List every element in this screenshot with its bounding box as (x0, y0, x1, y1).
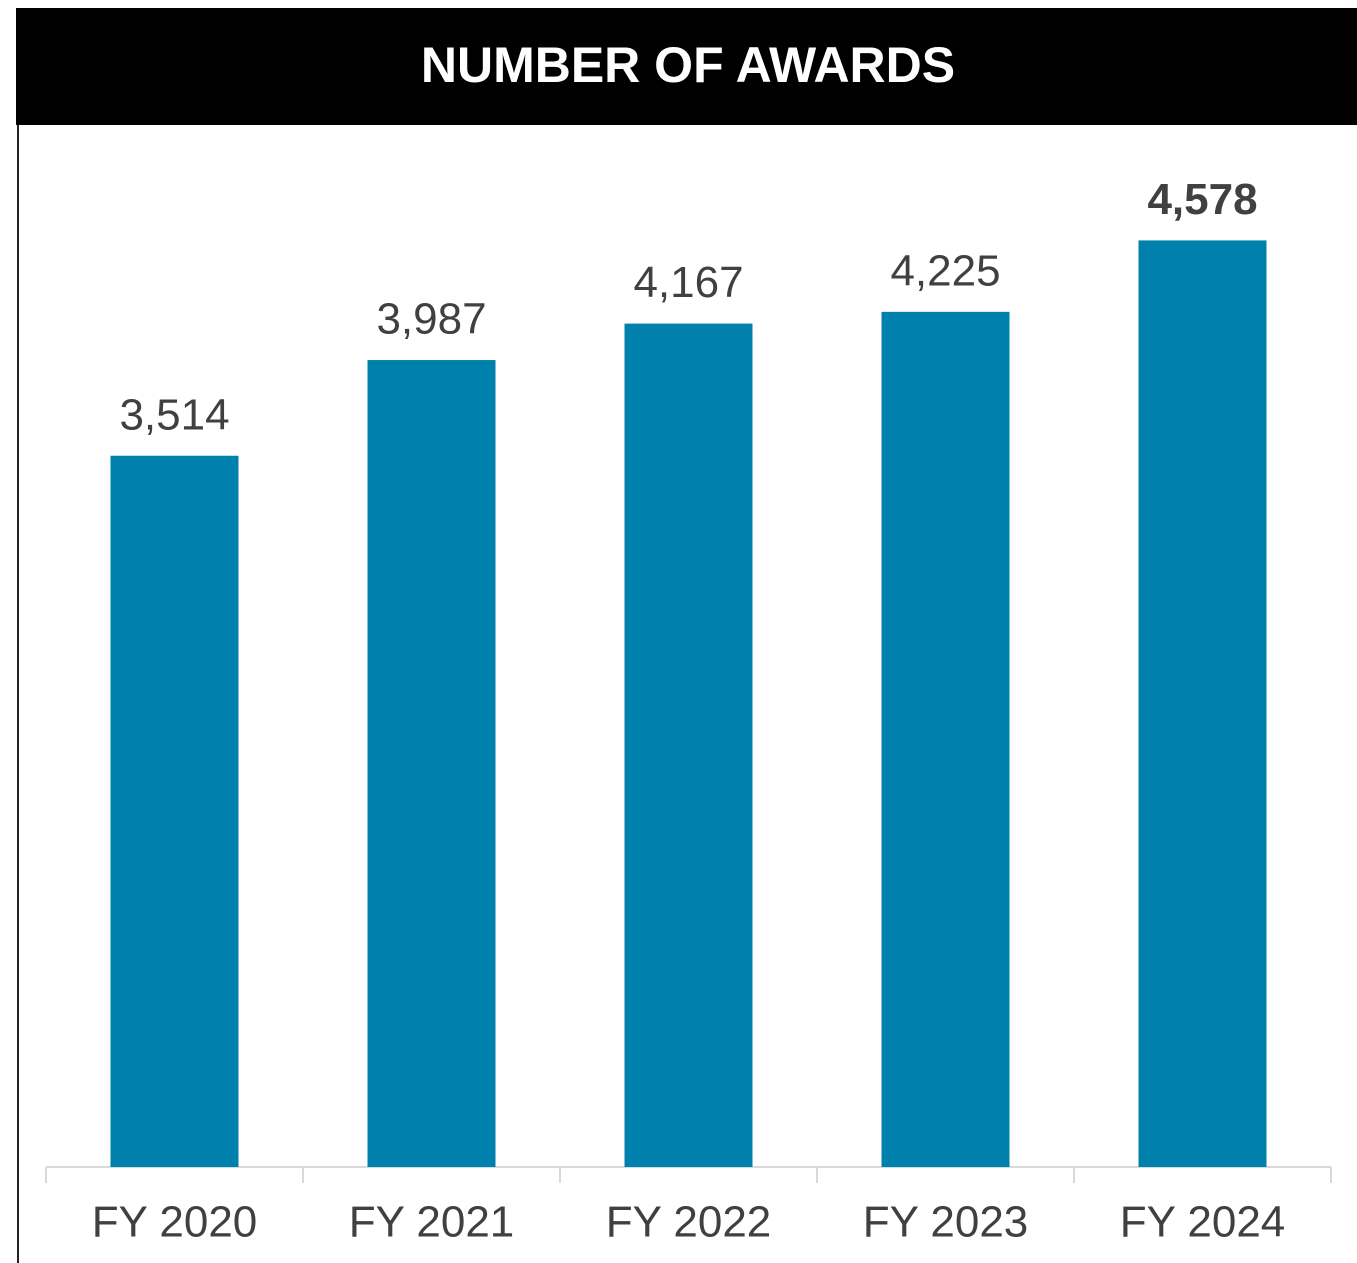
bar (624, 323, 753, 1167)
bar (881, 311, 1010, 1167)
bar (367, 360, 496, 1167)
bar (110, 455, 239, 1168)
value-label: 3,987 (376, 295, 486, 344)
x-tick-label: FY 2022 (606, 1198, 772, 1247)
value-label: 4,578 (1147, 175, 1257, 224)
x-tick-label: FY 2023 (863, 1198, 1029, 1247)
x-tick-label: FY 2024 (1120, 1198, 1286, 1247)
x-tick-label: FY 2021 (349, 1198, 515, 1247)
bar (1138, 240, 1267, 1168)
title-bar (16, 8, 1357, 125)
value-label: 4,225 (890, 246, 1000, 295)
value-label: 3,514 (119, 390, 229, 439)
value-label: 4,167 (633, 258, 743, 307)
chart-title: NUMBER OF AWARDS (421, 37, 955, 93)
x-tick-label: FY 2020 (92, 1198, 258, 1247)
